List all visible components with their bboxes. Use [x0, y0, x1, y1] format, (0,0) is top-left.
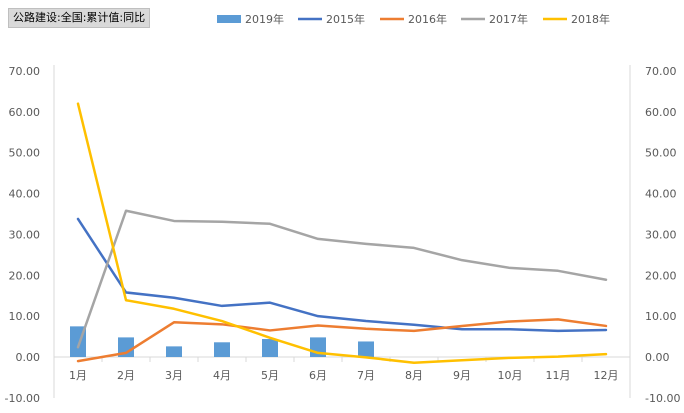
bar: [166, 346, 182, 357]
chart-title: 公路建设:全国:累计值:同比: [8, 8, 151, 28]
x-tick-label: 3月: [165, 369, 183, 382]
right-tick-label: 10.00: [645, 310, 677, 323]
bar: [358, 341, 374, 357]
series-line: [76, 318, 608, 363]
right-tick-label: 0.00: [645, 351, 670, 364]
right-tick-label: 60.00: [645, 106, 677, 119]
left-tick-label: 70.00: [9, 65, 41, 78]
line-series: [76, 102, 608, 364]
right-tick-label: 70.00: [645, 65, 677, 78]
left-tick-label: 20.00: [9, 269, 41, 282]
left-tick-label: 30.00: [9, 228, 41, 241]
left-tick-label: 0.00: [16, 351, 41, 364]
x-tick-label: 12月: [594, 369, 619, 382]
left-tick-label: 60.00: [9, 106, 41, 119]
x-tick-label: 2月: [117, 369, 135, 382]
bar-series: [70, 326, 374, 357]
x-tick-label: 1月: [69, 369, 87, 382]
legend-swatch: [217, 15, 241, 23]
right-y-axis: -10.00 0.00 10.00 20.00 30.00 40.00 50.00 60.00…: [629, 65, 680, 405]
x-tick-label: 7月: [357, 369, 375, 382]
x-tick-label: 5月: [261, 369, 279, 382]
legend-label: 2015年: [326, 12, 365, 26]
x-tick-label: 8月: [405, 369, 423, 382]
right-tick-label: 30.00: [645, 228, 677, 241]
left-tick-label: -10.00: [5, 392, 40, 405]
bar: [262, 339, 278, 357]
right-tick-label: 20.00: [645, 269, 677, 282]
right-tick-label: -10.00: [645, 392, 680, 405]
legend-label: 2018年: [571, 12, 610, 26]
x-tick-label: 10月: [498, 369, 523, 382]
left-tick-label: 10.00: [9, 310, 41, 323]
left-y-axis: -10.00 0.00 10.00 20.00 30.00 40.00 50.00 60.00…: [5, 65, 55, 405]
left-tick-label: 50.00: [9, 147, 41, 160]
left-tick-label: 40.00: [9, 188, 41, 201]
x-tick-label: 9月: [453, 369, 471, 382]
x-tick-label: 4月: [213, 369, 231, 382]
x-tick-label: 11月: [546, 369, 571, 382]
series-line: [76, 209, 608, 349]
right-tick-label: 40.00: [645, 188, 677, 201]
x-axis: 1月 2月 3月 4月 5月 6月 7月 8月 9月 10月 11月 12月: [53, 356, 631, 382]
bar: [214, 342, 230, 357]
legend-label: 2019年: [245, 12, 284, 26]
legend-label: 2016年: [408, 12, 447, 26]
series-line: [76, 217, 608, 333]
bar: [118, 337, 134, 357]
legend-label: 2017年: [489, 12, 528, 26]
series-line: [76, 102, 608, 364]
legend: 2019年 2015年 2016年 2017年 2018年: [217, 12, 610, 26]
x-tick-label: 6月: [309, 369, 327, 382]
right-tick-label: 50.00: [645, 147, 677, 160]
